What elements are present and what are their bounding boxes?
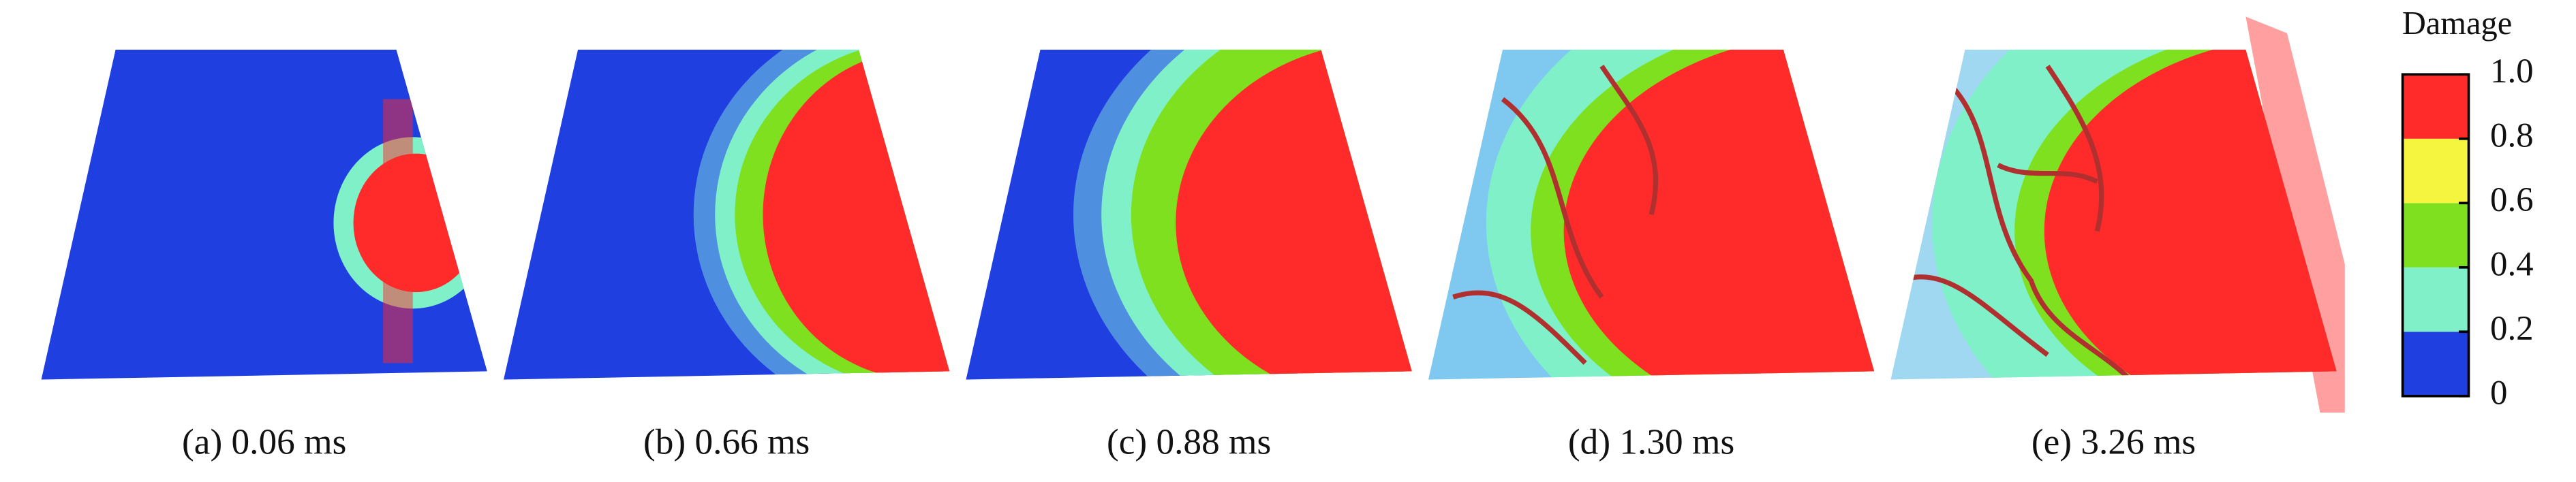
tick-label: 0.6 bbox=[2490, 181, 2534, 219]
caption: (a) 0.06 ms bbox=[182, 422, 346, 462]
tick-label: 0.4 bbox=[2490, 245, 2534, 283]
colorbar-title: Damage bbox=[2402, 5, 2512, 42]
colorbar-segment bbox=[2402, 267, 2469, 332]
colorbar-frame bbox=[2401, 73, 2470, 398]
caption: (c) 0.88 ms bbox=[1107, 422, 1271, 462]
colorbar-segment bbox=[2402, 74, 2469, 139]
panel: (e) 3.26 ms bbox=[1890, 16, 2345, 462]
caption: (b) 0.66 ms bbox=[643, 422, 810, 462]
tick-label: 0.8 bbox=[2490, 116, 2534, 155]
colorbar-segment bbox=[2402, 203, 2469, 268]
tick-label: 1.0 bbox=[2490, 52, 2534, 91]
colorbar-segment bbox=[2402, 332, 2469, 396]
caption: (d) 1.30 ms bbox=[1568, 422, 1734, 462]
tick-label: 0.2 bbox=[2490, 310, 2534, 348]
panel: (a) 0.06 ms bbox=[41, 49, 487, 462]
tick-label: 0 bbox=[2490, 374, 2507, 412]
caption: (e) 3.26 ms bbox=[2031, 422, 2196, 462]
colorbar-segment bbox=[2402, 138, 2469, 204]
